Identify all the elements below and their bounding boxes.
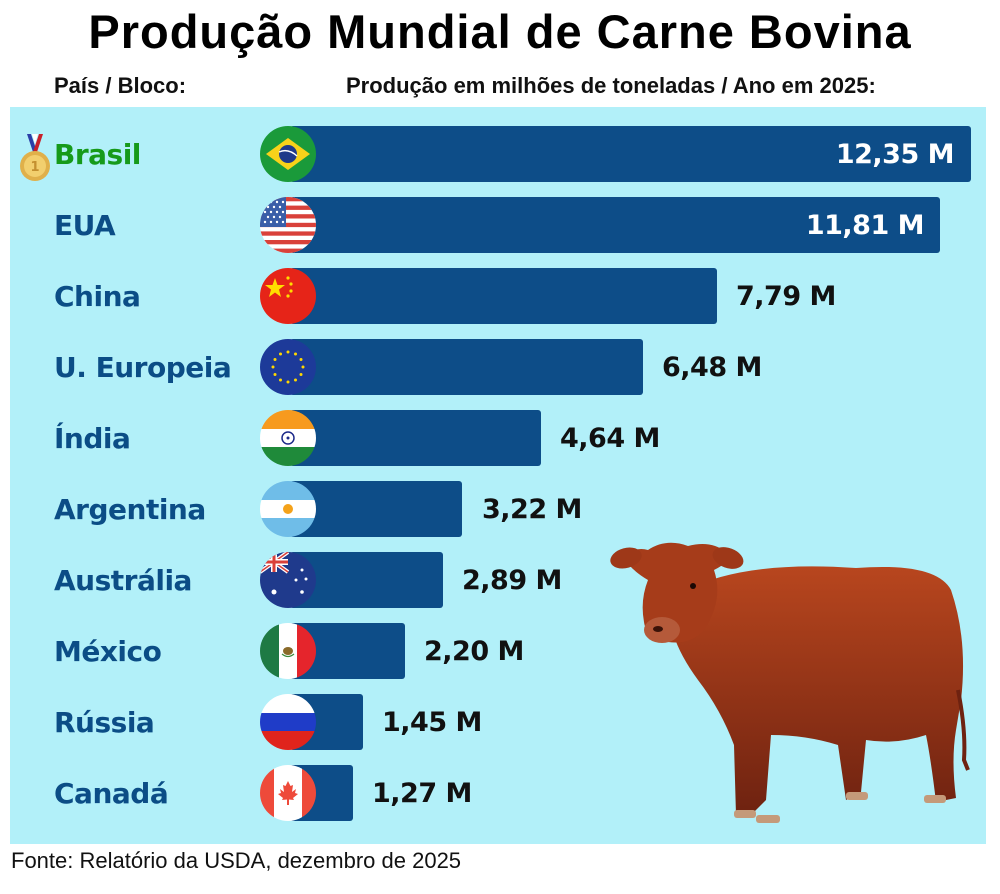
bar: [290, 339, 643, 395]
value-label: 1,45 M: [382, 707, 482, 738]
argentina-flag-icon: [260, 481, 316, 537]
india-flag-icon: [260, 410, 316, 466]
brazil-flag-icon: [260, 126, 316, 182]
chart-panel: 1 Brasil 12,35 M EUA 11,81 M China 7,79 …: [10, 107, 986, 844]
value-label: 12,35 M: [835, 139, 955, 170]
bar-row-canada: Canadá 1,27 M: [10, 765, 986, 823]
bar: [290, 481, 462, 537]
value-label: 2,20 M: [424, 636, 524, 667]
mexico-flag-icon: [260, 623, 316, 679]
chart-title: Produção Mundial de Carne Bovina: [88, 5, 912, 58]
australia-flag-icon: [260, 552, 316, 608]
china-flag-icon: [260, 268, 316, 324]
bar: [290, 410, 541, 466]
source-note: Fonte: Relatório da USDA, dezembro de 20…: [11, 848, 462, 873]
country-label: Rússia: [54, 706, 155, 739]
country-label: Argentina: [54, 493, 206, 526]
bar-row-russia: Rússia 1,45 M: [10, 694, 986, 752]
svg-text:1: 1: [30, 160, 39, 175]
bar-row-argentina: Argentina 3,22 M: [10, 481, 986, 539]
country-label: China: [54, 280, 141, 313]
value-label: 2,89 M: [462, 565, 562, 596]
russia-flag-icon: [260, 694, 316, 750]
value-label: 1,27 M: [372, 778, 472, 809]
country-label: Brasil: [54, 138, 141, 171]
column-header-country: País / Bloco:: [54, 73, 187, 98]
value-label: 4,64 M: [560, 423, 660, 454]
usa-flag-icon: [260, 197, 316, 253]
country-label: Austrália: [54, 564, 192, 597]
cow-illustration: [610, 542, 970, 823]
country-label: U. Europeia: [54, 351, 232, 384]
canada-flag-icon: [260, 765, 316, 821]
column-header-production: Produção em milhões de toneladas / Ano e…: [346, 73, 876, 98]
eu-flag-icon: [260, 339, 316, 395]
bar-row-brasil: 1 Brasil 12,35 M: [10, 126, 986, 184]
bar-row-australia: Austrália 2,89 M: [10, 552, 986, 610]
value-label: 3,22 M: [482, 494, 582, 525]
country-label: Índia: [54, 422, 131, 455]
bar: [290, 126, 971, 182]
country-label: Canadá: [54, 777, 169, 810]
bar: [290, 268, 717, 324]
value-label: 6,48 M: [662, 352, 762, 383]
gold-medal-icon: 1: [20, 134, 50, 181]
country-label: México: [54, 635, 162, 668]
bar-row-eua: EUA 11,81 M: [10, 197, 986, 255]
value-label: 7,79 M: [736, 281, 836, 312]
value-label: 11,81 M: [805, 210, 925, 241]
bar-row-mexico: México 2,20 M: [10, 623, 986, 681]
bar: [290, 197, 940, 253]
country-label: EUA: [54, 209, 116, 242]
bar-row-uniao-europeia: U. Europeia 6,48 M: [10, 339, 986, 397]
bar-row-china: China 7,79 M: [10, 268, 986, 326]
bar-row-india: Índia 4,64 M: [10, 410, 986, 468]
